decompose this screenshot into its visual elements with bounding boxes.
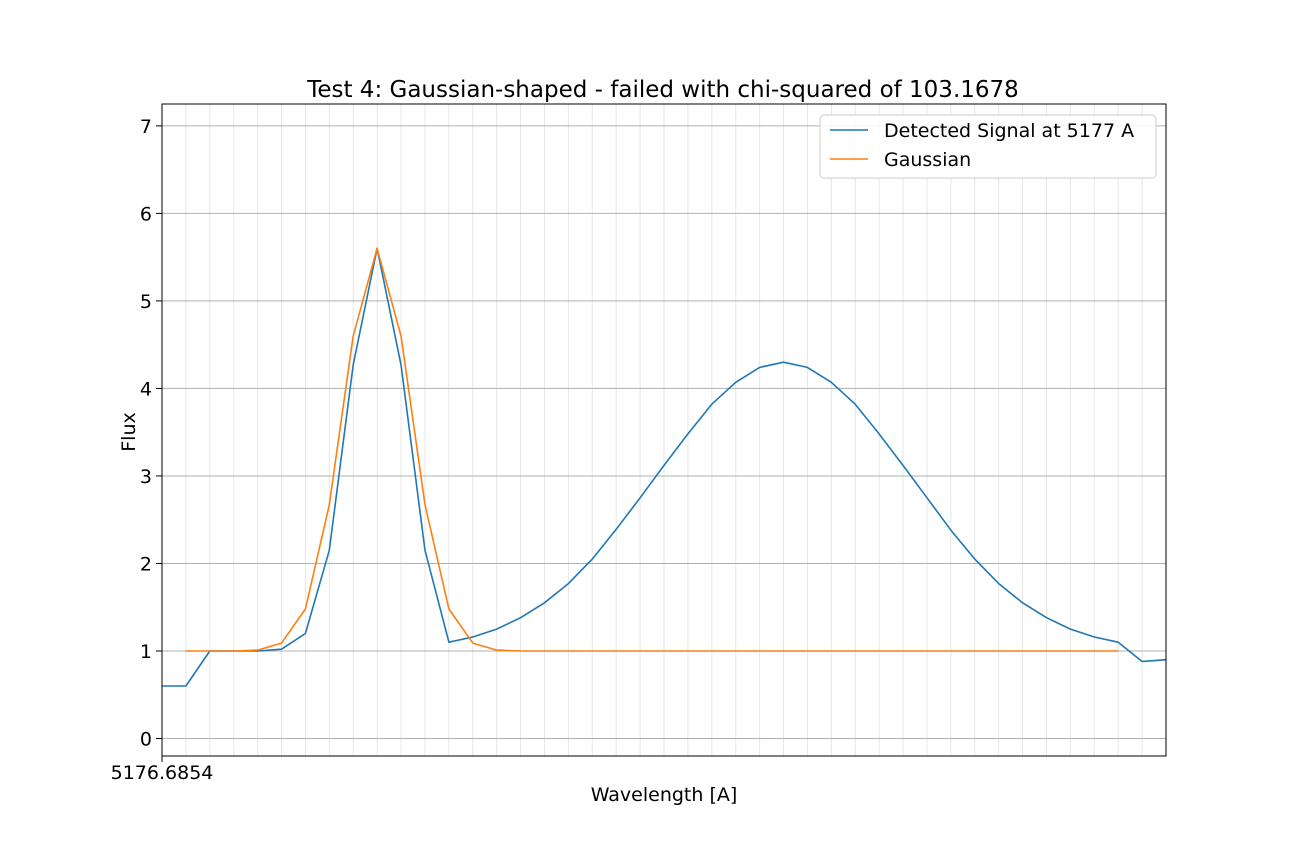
- detected-signal-line: [162, 247, 1167, 687]
- legend-label-gaussian: Gaussian: [884, 149, 971, 171]
- x-axis-ticks: 5176.6854: [111, 756, 214, 784]
- y-axis-label: Flux: [118, 412, 140, 452]
- legend-label-detected-signal: Detected Signal at 5177 A: [884, 120, 1134, 142]
- series-layer: [162, 247, 1167, 687]
- y-axis-ticks: 0 1 2 3 4 5 6 7: [140, 116, 162, 750]
- y-tick-label: 6: [140, 203, 152, 225]
- legend-box: [819, 114, 1157, 179]
- x-tick-label: 5176.6854: [111, 762, 214, 784]
- y-tick-label: 0: [140, 728, 152, 750]
- y-tick-label: 4: [140, 378, 152, 400]
- chart-title: Test 4: Gaussian-shaped - failed with ch…: [306, 77, 1019, 103]
- gaussian-line: [185, 247, 1119, 652]
- y-tick-label: 7: [140, 116, 152, 138]
- legend: Detected Signal at 5177 A Gaussian: [819, 114, 1157, 179]
- vertical-grid: [161, 104, 1167, 756]
- y-tick-label: 2: [140, 553, 152, 575]
- y-tick-label: 1: [140, 641, 152, 663]
- x-axis-label: Wavelength [A]: [591, 784, 738, 806]
- y-tick-label: 3: [140, 466, 152, 488]
- plot-frame: [161, 103, 1167, 757]
- y-tick-label: 5: [140, 291, 152, 313]
